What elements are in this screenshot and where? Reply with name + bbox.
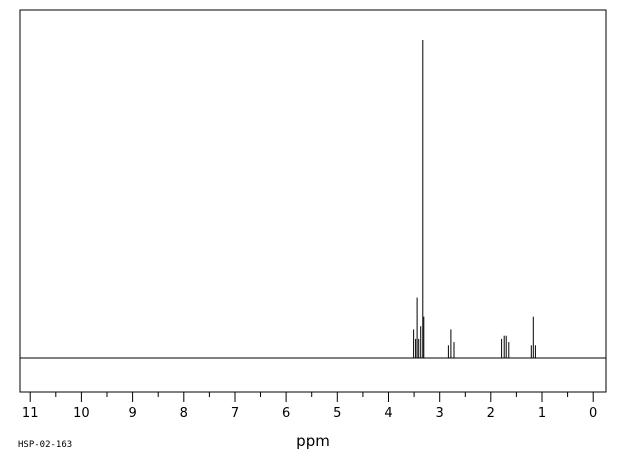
tick-label: 2 [487, 406, 495, 421]
spectrum-trace [413, 40, 536, 358]
tick-label: 10 [73, 406, 90, 421]
x-axis-ticks [29, 392, 594, 402]
tick-label: 4 [384, 406, 392, 421]
sample-id-label: HSP-02-163 [18, 440, 72, 450]
tick-label: 0 [589, 406, 597, 421]
tick-label: 6 [282, 406, 290, 421]
plot-frame [19, 9, 607, 393]
tick-label: 9 [128, 406, 136, 421]
tick-label: 11 [22, 406, 39, 421]
tick-label: 7 [231, 406, 239, 421]
x-axis-tick-labels: 11 10 9 8 7 6 5 4 3 2 1 0 [22, 406, 597, 421]
x-axis-title: ppm [296, 432, 330, 450]
tick-label: 5 [333, 406, 341, 421]
tick-label: 1 [538, 406, 546, 421]
tick-label: 3 [436, 406, 444, 421]
tick-label: 8 [180, 406, 188, 421]
